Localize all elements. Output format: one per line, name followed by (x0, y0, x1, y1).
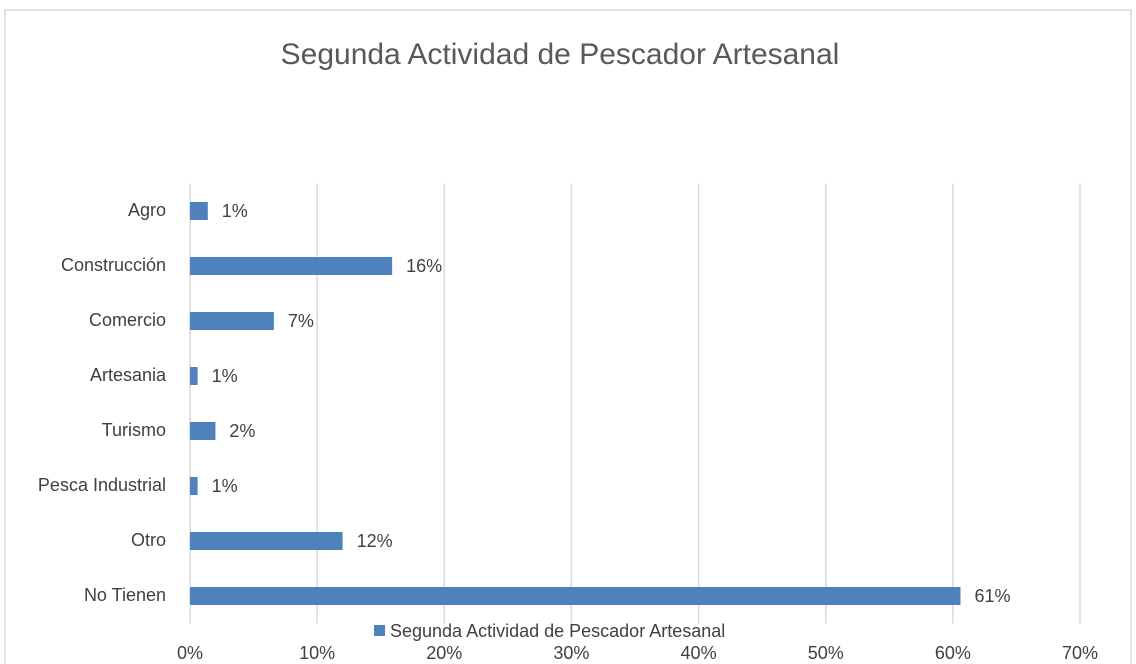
y-tick-label: No Tienen (84, 585, 166, 605)
y-tick-label: Pesca Industrial (38, 475, 166, 495)
bar (190, 477, 198, 495)
bar (190, 202, 208, 220)
y-tick-label: Comercio (89, 310, 166, 330)
y-tick-label: Agro (128, 200, 166, 220)
bar (190, 257, 393, 275)
y-tick-label: Otro (131, 530, 166, 550)
bar (190, 532, 343, 550)
bar (190, 422, 216, 440)
bar (190, 312, 274, 330)
y-tick-label: Turismo (102, 420, 166, 440)
value-label: 7% (288, 311, 314, 331)
x-tick-label: 40% (681, 643, 717, 663)
x-tick-label: 60% (935, 643, 971, 663)
value-label: 12% (357, 531, 393, 551)
value-label: 16% (406, 256, 442, 276)
x-tick-label: 50% (808, 643, 844, 663)
x-tick-label: 70% (1062, 643, 1098, 663)
x-tick-label: 0% (177, 643, 203, 663)
value-label: 2% (229, 421, 255, 441)
value-label: 61% (974, 586, 1010, 606)
bar (190, 587, 961, 605)
x-tick-label: 30% (553, 643, 589, 663)
legend-swatch (374, 625, 385, 636)
chart-title: Segunda Actividad de Pescador Artesanal (281, 38, 840, 71)
value-label: 1% (222, 201, 248, 221)
legend-label: Segunda Actividad de Pescador Artesanal (390, 621, 725, 641)
value-label: 1% (212, 476, 238, 496)
y-tick-label: Artesania (90, 365, 167, 385)
chart-frame (4, 9, 1132, 664)
x-tick-label: 10% (299, 643, 335, 663)
x-tick-label: 20% (426, 643, 462, 663)
value-label: 1% (212, 366, 238, 386)
y-tick-label: Construcción (61, 255, 166, 275)
bar (190, 367, 198, 385)
